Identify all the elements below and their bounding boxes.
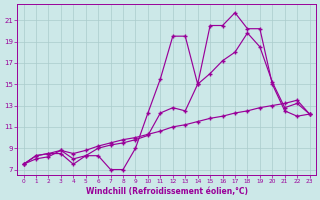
X-axis label: Windchill (Refroidissement éolien,°C): Windchill (Refroidissement éolien,°C) <box>85 187 248 196</box>
